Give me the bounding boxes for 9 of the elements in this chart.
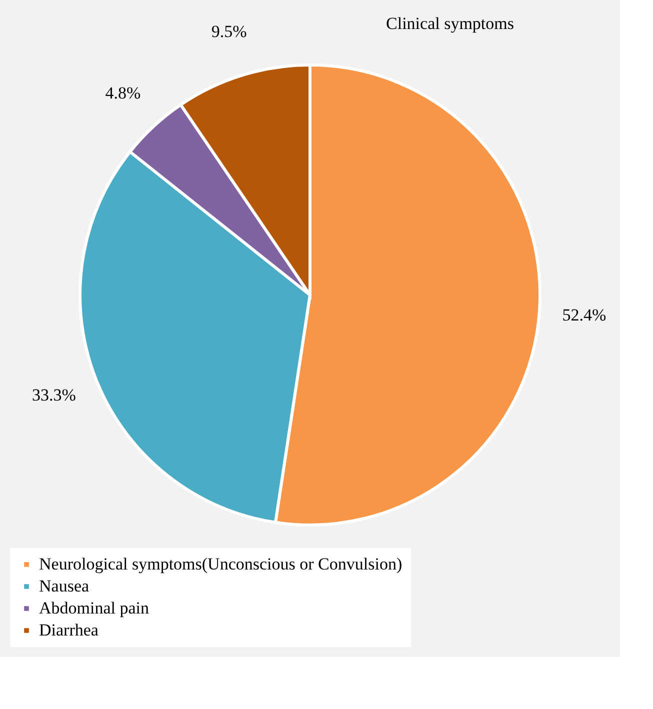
chart-title: Clinical symptoms [386,14,514,34]
legend-label: Abdominal pain [39,598,150,618]
data-label: 9.5% [211,22,247,42]
legend-label: Neurological symptoms(Unconscious or Convulsion) [39,554,402,574]
data-label: 52.4% [562,306,606,325]
legend-label: Nausea [39,576,90,596]
data-label: 4.8% [105,83,141,102]
legend-label: Diarrhea [39,620,99,640]
data-label: 33.3% [32,385,76,404]
